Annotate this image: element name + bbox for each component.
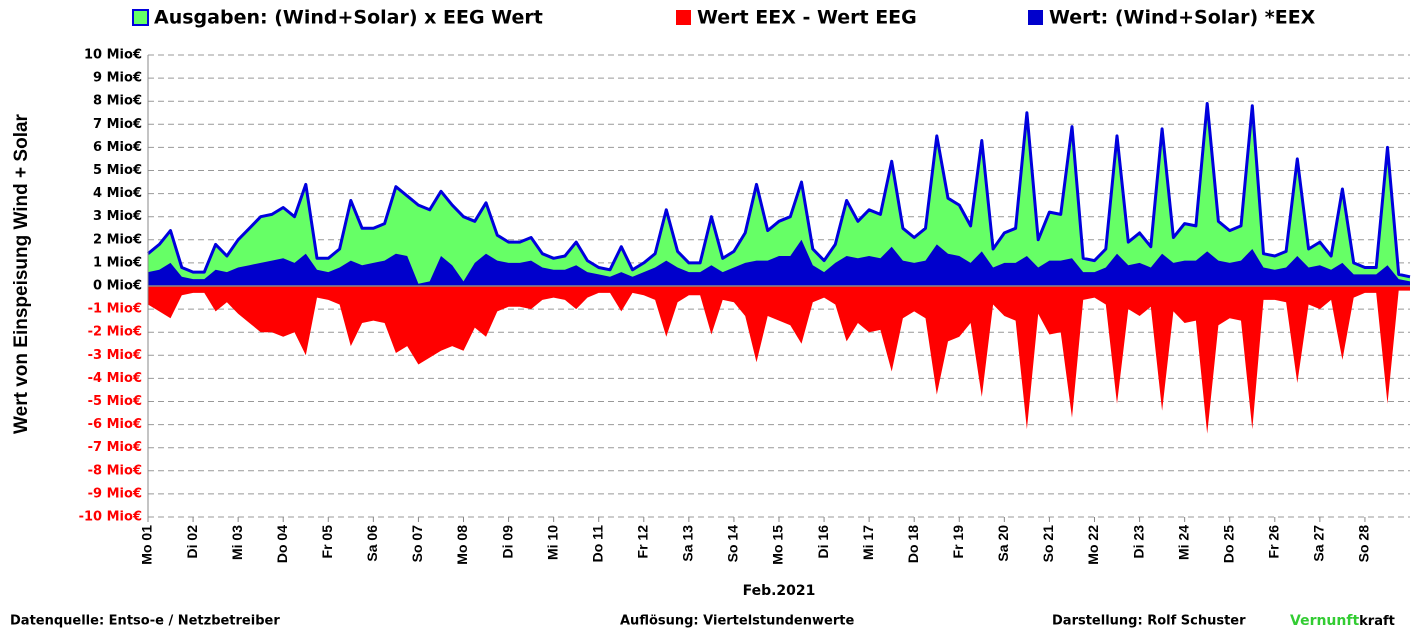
y-axis-title: Wert von Einspeisung Wind + Solar: [11, 113, 32, 433]
y-tick-label: 10 Mio€: [84, 48, 142, 63]
x-tick-label: Mi 24: [1175, 525, 1191, 560]
x-tick-label: Mi 10: [544, 525, 560, 560]
x-tick-label: Sa 20: [995, 525, 1011, 562]
legend-swatch: [1028, 10, 1043, 25]
y-tick-label: 8 Mio€: [93, 94, 142, 109]
x-tick-label: Fr 05: [319, 525, 335, 559]
x-tick-label: Mi 17: [860, 525, 876, 560]
footer-author: Darstellung: Rolf Schuster: [1052, 614, 1246, 629]
y-tick-label: -6 Mio€: [88, 417, 142, 432]
brand-green: Vernunft: [1290, 613, 1359, 629]
y-tick-label: -8 Mio€: [88, 463, 142, 478]
x-tick-label: Di 16: [815, 525, 831, 559]
legend-swatch: [676, 10, 691, 25]
y-tick-label: 5 Mio€: [93, 163, 142, 178]
y-tick-label: -4 Mio€: [88, 371, 142, 386]
y-tick-label: -2 Mio€: [88, 325, 142, 340]
y-tick-label: 9 Mio€: [93, 71, 142, 86]
x-tick-label: Mo 08: [454, 525, 470, 565]
y-tick-label: 4 Mio€: [93, 186, 142, 201]
x-tick-label: Mi 03: [229, 525, 245, 560]
x-tick-label: Fr 19: [950, 525, 966, 559]
y-tick-label: 6 Mio€: [93, 140, 142, 155]
y-tick-label: -7 Mio€: [88, 440, 142, 455]
x-tick-label: Fr 26: [1265, 525, 1281, 559]
footer-resolution: Auflösung: Viertelstundenwerte: [620, 614, 854, 629]
x-tick-label: Fr 12: [634, 525, 650, 559]
x-tick-label: Sa 06: [364, 525, 380, 562]
y-tick-label: -1 Mio€: [88, 302, 142, 317]
area: [148, 286, 1410, 434]
x-tick-label: Mo 22: [1085, 525, 1101, 565]
area: [148, 239, 1410, 286]
area-outline: [147, 102, 1411, 279]
y-tick-label: -3 Mio€: [88, 348, 142, 363]
x-tick-label: Do 25: [1220, 525, 1236, 563]
x-tick-label: Di 23: [1130, 525, 1146, 559]
brand-black: kraft: [1359, 614, 1395, 629]
x-tick-label: Di 02: [184, 525, 200, 559]
x-tick-label: So 21: [1040, 525, 1056, 563]
x-tick-label: So 07: [409, 525, 425, 563]
x-tick-label: Di 09: [499, 525, 515, 559]
x-axis-title: Feb.2021: [743, 583, 816, 599]
legend-label: Wert EEX - Wert EEG: [697, 7, 917, 29]
footer-source: Datenquelle: Entso-e / Netzbetreiber: [10, 614, 280, 629]
x-tick-label: So 28: [1356, 525, 1372, 563]
y-tick-label: 7 Mio€: [93, 117, 142, 132]
y-tick-label: -10 Mio€: [79, 510, 142, 525]
y-tick-label: 1 Mio€: [93, 255, 142, 270]
y-tick-label: 3 Mio€: [93, 209, 142, 224]
legend-label: Ausgaben: (Wind+Solar) x EEG Wert: [154, 7, 543, 29]
x-tick-label: Sa 27: [1311, 525, 1327, 562]
x-tick-label: Sa 13: [680, 525, 696, 562]
x-tick-label: So 14: [725, 525, 741, 563]
x-tick-label: Do 11: [589, 525, 605, 563]
x-tick-label: Mo 01: [139, 525, 155, 565]
y-tick-label: 0 Mio€: [93, 279, 142, 294]
footer-brand: Vernunftkraft: [1290, 613, 1395, 629]
x-tick-label: Mo 15: [770, 525, 786, 565]
legend-label: Wert: (Wind+Solar) *EEX: [1049, 7, 1316, 29]
y-tick-label: -5 Mio€: [88, 394, 142, 409]
legend-swatch: [132, 9, 149, 26]
x-tick-label: Do 04: [274, 525, 290, 563]
x-tick-label: Do 18: [905, 525, 921, 563]
y-tick-label: 2 Mio€: [93, 232, 142, 247]
y-tick-label: -9 Mio€: [88, 486, 142, 501]
area: [148, 103, 1410, 286]
